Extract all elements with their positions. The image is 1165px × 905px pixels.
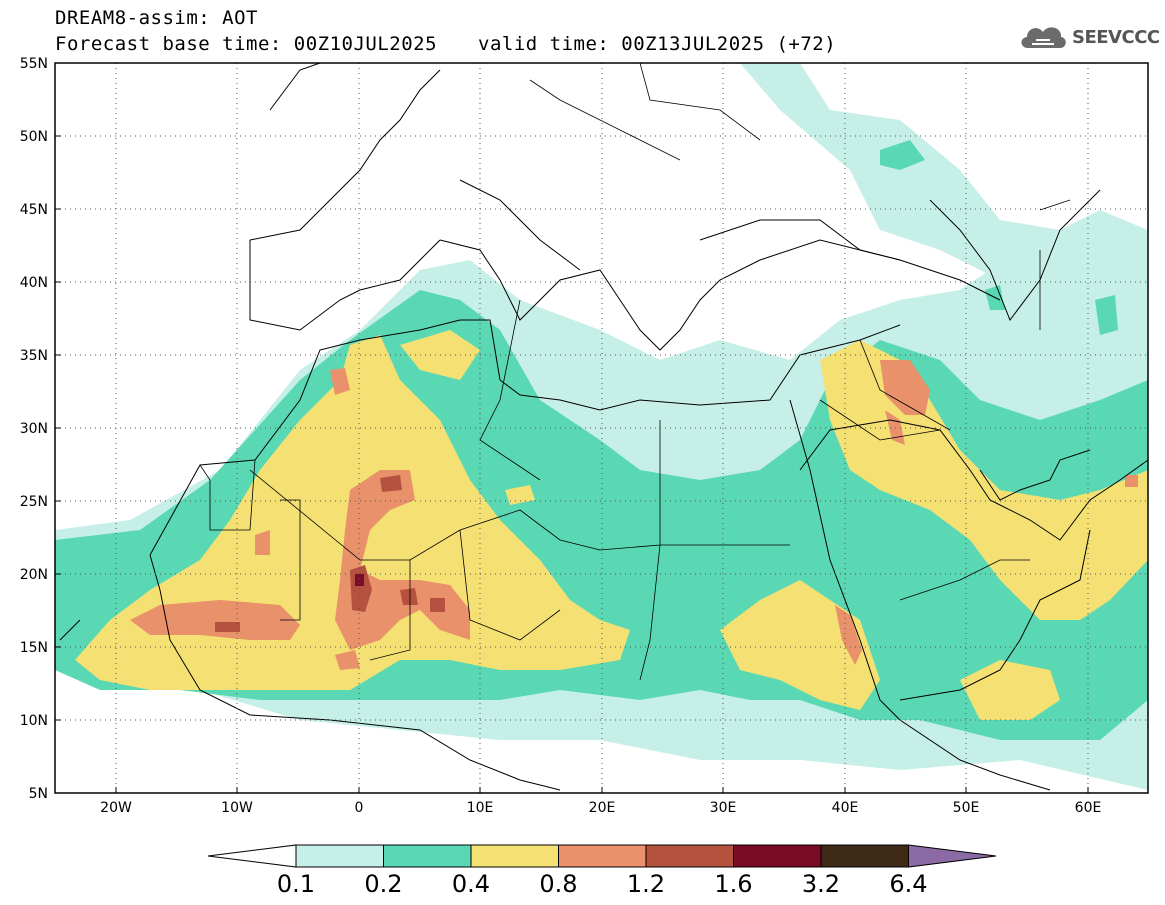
colorbar-label: 3.2	[802, 870, 840, 898]
gridlines	[55, 63, 1148, 793]
lon-label: 10W	[221, 800, 253, 816]
forecast-base-time: Forecast base time: 00Z10JUL2025	[55, 33, 438, 55]
colorbar-label: 1.2	[627, 870, 665, 898]
lat-label: 45N	[20, 202, 48, 218]
cloud-icon	[1021, 27, 1066, 48]
aot-level-1.6	[355, 574, 364, 586]
colorbar-swatch	[558, 844, 647, 868]
lat-label: 30N	[20, 421, 48, 437]
colorbar-swatch	[470, 844, 559, 868]
lon-label: 60E	[1075, 800, 1102, 816]
colorbar-swatch	[820, 844, 909, 868]
lon-label: 20W	[100, 800, 132, 816]
colorbar-label: 6.4	[889, 870, 927, 898]
map-title: DREAM8-assim: AOT	[55, 7, 258, 29]
coastlines	[59, 63, 1148, 791]
country-borders	[199, 63, 1071, 681]
lat-label: 15N	[20, 640, 48, 656]
lat-label: 10N	[20, 713, 48, 729]
colorbar-swatch	[733, 844, 822, 868]
lon-label: 50E	[953, 800, 980, 816]
colorbar-label: 1.6	[714, 870, 752, 898]
lon-label: 20E	[589, 800, 616, 816]
colorbar-label: 0.8	[539, 870, 577, 898]
colorbar-swatch	[295, 844, 384, 868]
valid-time: valid time: 00Z13JUL2025 (+72)	[478, 33, 837, 55]
aot-field	[55, 63, 1148, 790]
lat-label: 25N	[20, 494, 48, 510]
colorbar-high-arrow	[908, 844, 997, 868]
seevccc-logo: SEEVCCC	[1018, 22, 1160, 52]
lat-label: 50N	[20, 129, 48, 145]
lon-label: 0	[355, 800, 364, 816]
colorbar-low-arrow	[207, 844, 297, 868]
lat-label: 55N	[20, 56, 48, 72]
colorbar-swatch	[645, 844, 734, 868]
colorbar-label: 0.2	[364, 870, 402, 898]
lat-label: 35N	[20, 348, 48, 364]
colorbar-label: 0.4	[452, 870, 490, 898]
lon-label: 40E	[832, 800, 859, 816]
lat-label: 40N	[20, 275, 48, 291]
lat-label: 20N	[20, 567, 48, 583]
colorbar-swatch	[383, 844, 472, 868]
colorbar-label: 0.1	[277, 870, 315, 898]
lon-label: 30E	[710, 800, 737, 816]
aot-level-1.2	[215, 475, 445, 632]
colorbar: 0.1 0.2 0.4 0.8 1.2 1.6 3.2 6.4	[207, 844, 997, 898]
axis-ticks	[55, 62, 1089, 794]
lat-labels: 55N 50N 45N 40N 35N 30N 25N 20N 15N 10N …	[20, 56, 48, 802]
lat-label: 5N	[29, 786, 48, 802]
lon-label: 10E	[467, 800, 494, 816]
logo-text: SEEVCCC	[1072, 26, 1160, 48]
lon-labels: 20W 10W 0 10E 20E 30E 40E 50E 60E	[100, 800, 1101, 816]
